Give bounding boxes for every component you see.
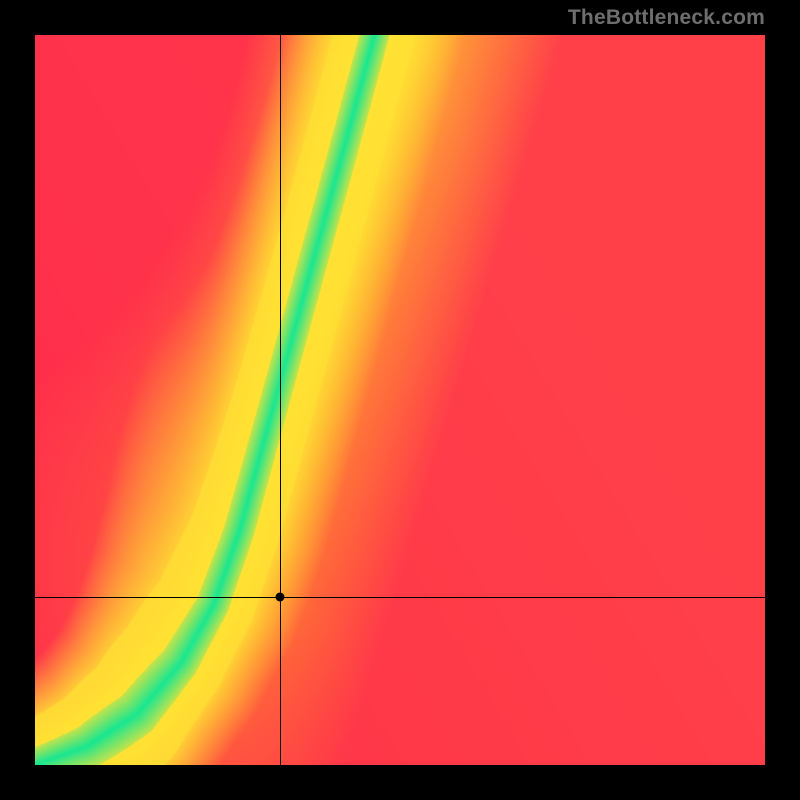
crosshair-marker <box>275 593 284 602</box>
plot-area <box>35 35 765 765</box>
crosshair-horizontal <box>35 597 765 598</box>
watermark-text: TheBottleneck.com <box>568 6 765 30</box>
crosshair-vertical <box>280 35 281 765</box>
chart-outer: TheBottleneck.com <box>0 0 800 800</box>
heatmap-canvas <box>35 35 765 765</box>
